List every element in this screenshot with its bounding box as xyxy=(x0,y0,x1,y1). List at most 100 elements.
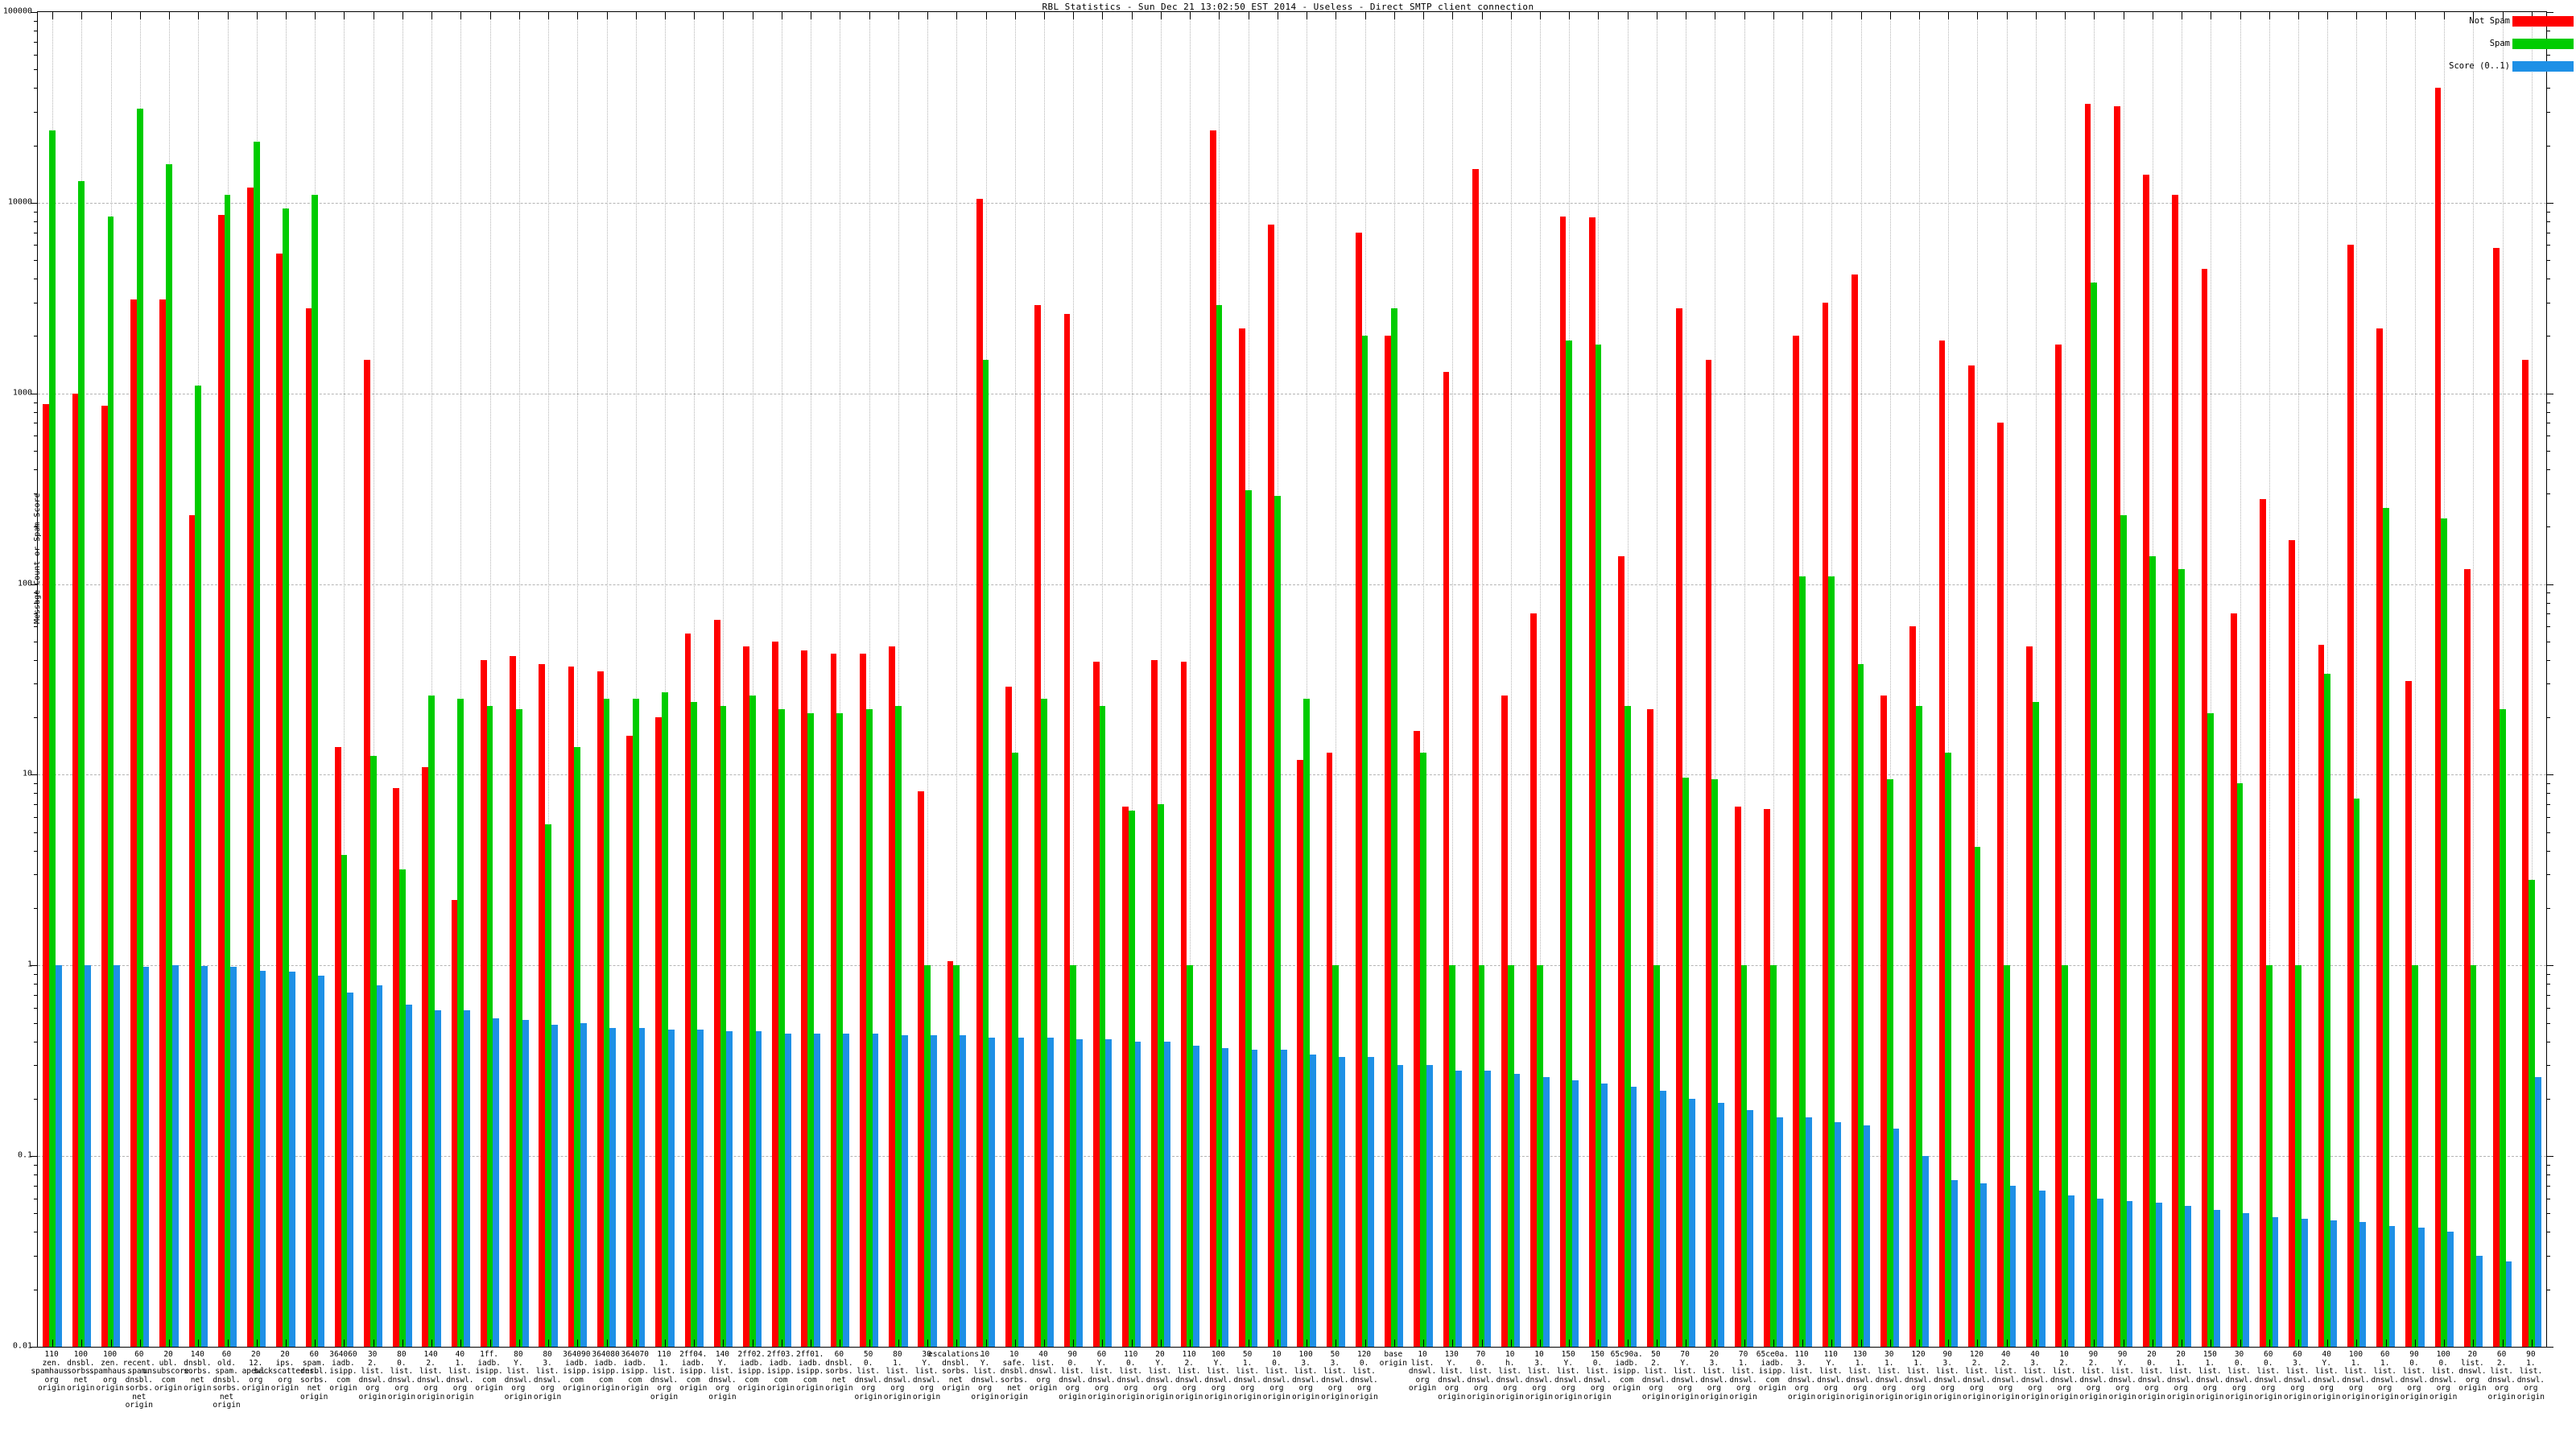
bar-group[interactable] xyxy=(1967,12,1988,1347)
bar-score[interactable] xyxy=(1368,1057,1375,1347)
bar-spam[interactable] xyxy=(632,699,639,1347)
bar-not-spam[interactable] xyxy=(743,646,749,1347)
bar-score[interactable] xyxy=(1747,1109,1754,1347)
bar-spam[interactable] xyxy=(1245,490,1252,1347)
bar-spam[interactable] xyxy=(2499,709,2506,1347)
bar-group[interactable] xyxy=(713,12,733,1347)
bar-spam[interactable] xyxy=(2265,965,2273,1347)
bar-score[interactable] xyxy=(1951,1179,1958,1347)
bar-not-spam[interactable] xyxy=(1851,275,1858,1347)
bar-score[interactable] xyxy=(1601,1084,1608,1347)
bar-spam[interactable] xyxy=(1916,705,1922,1347)
bar-not-spam[interactable] xyxy=(626,736,633,1347)
bar-spam[interactable] xyxy=(2033,702,2039,1347)
bar-not-spam[interactable] xyxy=(1880,696,1887,1347)
bar-not-spam[interactable] xyxy=(1063,314,1071,1347)
bar-spam[interactable] xyxy=(1566,340,1573,1347)
bar-not-spam[interactable] xyxy=(1122,807,1129,1347)
bar-score[interactable] xyxy=(814,1033,820,1347)
bar-not-spam[interactable] xyxy=(1414,730,1421,1347)
bar-not-spam[interactable] xyxy=(655,717,663,1347)
bar-spam[interactable] xyxy=(1449,965,1456,1347)
bar-spam[interactable] xyxy=(1537,965,1543,1347)
bar-spam[interactable] xyxy=(1420,753,1426,1347)
bar-spam[interactable] xyxy=(166,163,172,1347)
bar-not-spam[interactable] xyxy=(1647,709,1653,1347)
bar-not-spam[interactable] xyxy=(889,646,895,1347)
bar-spam[interactable] xyxy=(1507,965,1514,1347)
bar-score[interactable] xyxy=(2330,1220,2337,1347)
bar-not-spam[interactable] xyxy=(247,188,254,1347)
bar-score[interactable] xyxy=(1893,1128,1900,1347)
bar-group[interactable] xyxy=(2055,12,2074,1347)
bar-spam[interactable] xyxy=(1041,699,1047,1347)
bar-spam[interactable] xyxy=(1361,336,1368,1347)
bar-spam[interactable] xyxy=(2412,965,2418,1347)
bar-group[interactable] xyxy=(1676,12,1695,1347)
bar-group[interactable] xyxy=(130,12,150,1347)
bar-group[interactable] xyxy=(1151,12,1170,1347)
bar-group[interactable] xyxy=(2463,12,2483,1347)
bar-score[interactable] xyxy=(1310,1055,1316,1347)
bar-not-spam[interactable] xyxy=(159,299,167,1347)
bar-group[interactable] xyxy=(72,12,92,1347)
bar-spam[interactable] xyxy=(1128,810,1135,1347)
bar-score[interactable] xyxy=(114,965,121,1347)
bar-not-spam[interactable] xyxy=(1443,371,1450,1347)
bar-score[interactable] xyxy=(1193,1045,1199,1347)
bar-not-spam[interactable] xyxy=(2143,175,2149,1347)
bar-not-spam[interactable] xyxy=(2376,328,2383,1347)
bar-group[interactable] xyxy=(217,12,237,1347)
bar-score[interactable] xyxy=(2214,1210,2220,1347)
bar-group[interactable] xyxy=(947,12,966,1347)
bar-score[interactable] xyxy=(1018,1037,1025,1347)
bar-spam[interactable] xyxy=(1070,965,1077,1347)
bar-group[interactable] xyxy=(1209,12,1229,1347)
bar-not-spam[interactable] xyxy=(2084,104,2091,1347)
bar-group[interactable] xyxy=(2230,12,2250,1347)
bar-spam[interactable] xyxy=(341,854,348,1347)
bar-spam[interactable] xyxy=(1682,777,1690,1347)
bar-spam[interactable] xyxy=(1187,965,1194,1347)
bar-group[interactable] xyxy=(2522,12,2541,1347)
bar-not-spam[interactable] xyxy=(510,655,516,1347)
bar-score[interactable] xyxy=(609,1027,617,1347)
bar-spam[interactable] xyxy=(136,109,143,1347)
bar-not-spam[interactable] xyxy=(2289,540,2296,1347)
bar-group[interactable] xyxy=(1734,12,1754,1347)
bar-score[interactable] xyxy=(2097,1198,2104,1347)
bar-score[interactable] xyxy=(2243,1213,2250,1347)
bar-spam[interactable] xyxy=(953,965,960,1347)
bar-not-spam[interactable] xyxy=(772,641,779,1347)
bar-score[interactable] xyxy=(1835,1122,1841,1347)
bar-spam[interactable] xyxy=(312,195,319,1347)
bar-group[interactable] xyxy=(1063,12,1083,1347)
bar-group[interactable] xyxy=(626,12,646,1347)
bar-not-spam[interactable] xyxy=(1151,659,1158,1347)
bar-group[interactable] xyxy=(568,12,587,1347)
bar-not-spam[interactable] xyxy=(2055,345,2062,1347)
bar-not-spam[interactable] xyxy=(801,650,808,1347)
bar-group[interactable] xyxy=(1180,12,1199,1347)
bar-not-spam[interactable] xyxy=(1297,759,1304,1347)
bar-score[interactable] xyxy=(901,1035,908,1347)
bar-group[interactable] xyxy=(1705,12,1725,1347)
bar-not-spam[interactable] xyxy=(1385,336,1391,1347)
bar-group[interactable] xyxy=(859,12,879,1347)
bar-score[interactable] xyxy=(376,985,383,1347)
bar-spam[interactable] xyxy=(2120,514,2127,1347)
bar-score[interactable] xyxy=(989,1037,996,1347)
bar-not-spam[interactable] xyxy=(1617,555,1624,1347)
bar-spam[interactable] xyxy=(2062,965,2069,1347)
bar-spam[interactable] xyxy=(2207,713,2215,1347)
bar-group[interactable] xyxy=(1530,12,1550,1347)
bar-score[interactable] xyxy=(638,1027,646,1347)
bar-group[interactable] xyxy=(2405,12,2425,1347)
bar-score[interactable] xyxy=(1105,1039,1113,1347)
bar-score[interactable] xyxy=(2447,1232,2454,1347)
bar-not-spam[interactable] xyxy=(684,634,691,1347)
bar-group[interactable] xyxy=(1443,12,1462,1347)
bar-group[interactable] xyxy=(188,12,208,1347)
bar-score[interactable] xyxy=(1339,1057,1346,1347)
bar-group[interactable] xyxy=(2084,12,2104,1347)
